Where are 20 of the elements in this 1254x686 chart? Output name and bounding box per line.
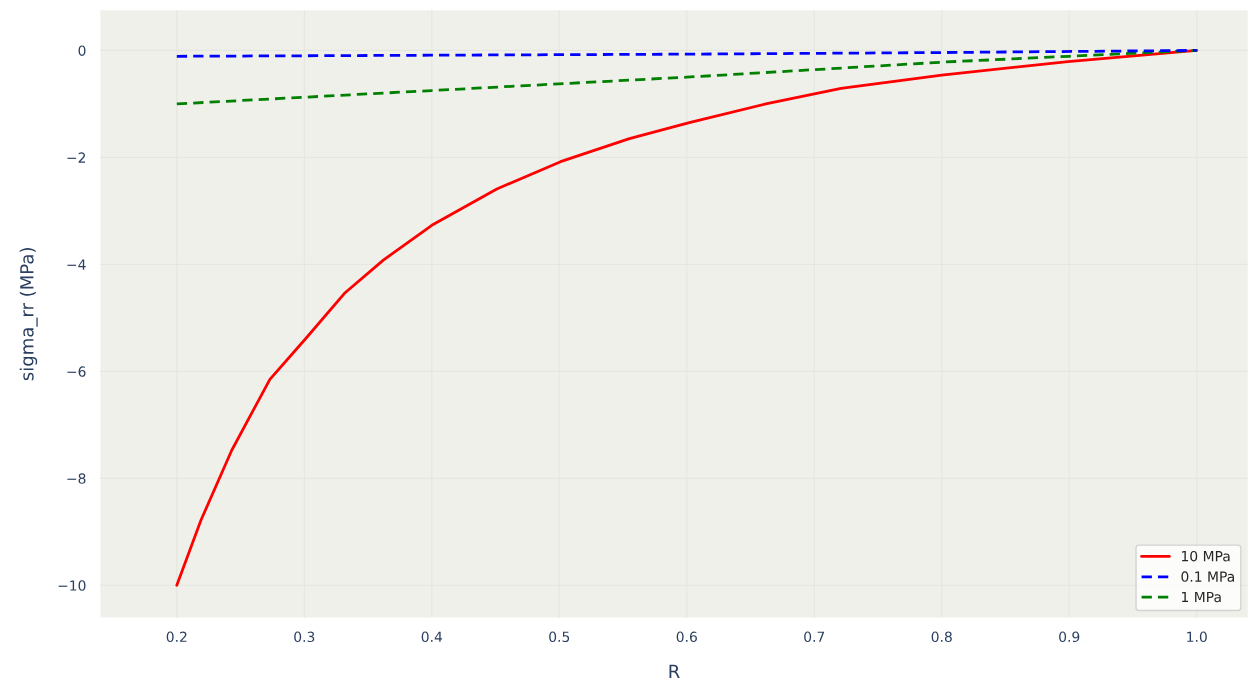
y-tick-label: −4 [67, 259, 86, 270]
y-tick-label: −10 [58, 580, 86, 591]
y-axis-title: sigma_rr (MPa) [19, 248, 38, 381]
x-tick-label: 0.7 [804, 631, 825, 643]
x-tick-label: 0.9 [1059, 631, 1080, 643]
legend-label: 10 MPa [1182, 550, 1230, 562]
x-tick-label: 0.8 [931, 631, 952, 643]
x-axis-title: R [669, 664, 680, 678]
x-tick-label: 0.6 [676, 631, 697, 643]
legend-label: 1 MPa [1182, 591, 1221, 603]
y-tick-label: −8 [67, 473, 86, 484]
x-tick-label: 0.5 [549, 631, 570, 643]
y-tick-label: −2 [67, 152, 86, 163]
y-tick-label: 0 [78, 45, 86, 56]
x-tick-label: 0.4 [421, 631, 443, 643]
legend-label: 0.1 MPa [1181, 571, 1234, 582]
y-tick-label: −6 [67, 366, 86, 377]
x-tick-label: 0.3 [294, 631, 315, 643]
x-tick-label: 0.2 [166, 631, 187, 643]
x-tick-label: 1.0 [1187, 631, 1207, 643]
